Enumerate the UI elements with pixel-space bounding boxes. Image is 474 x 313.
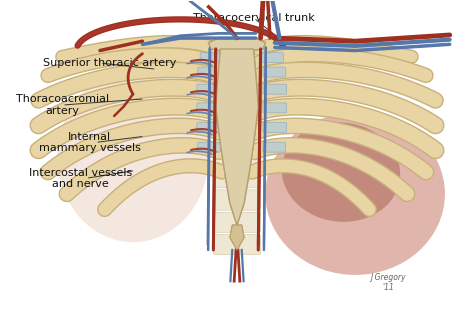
FancyBboxPatch shape — [213, 234, 261, 255]
FancyBboxPatch shape — [213, 79, 261, 99]
Polygon shape — [230, 225, 244, 250]
FancyBboxPatch shape — [263, 84, 287, 94]
FancyBboxPatch shape — [213, 190, 261, 210]
FancyBboxPatch shape — [213, 123, 261, 143]
Text: Thoracocervical trunk: Thoracocervical trunk — [192, 13, 314, 23]
Polygon shape — [209, 38, 265, 51]
FancyBboxPatch shape — [198, 142, 220, 152]
Text: Superior thoracic artery: Superior thoracic artery — [43, 58, 177, 68]
FancyBboxPatch shape — [263, 142, 286, 152]
FancyBboxPatch shape — [197, 103, 220, 113]
Polygon shape — [216, 49, 258, 225]
FancyBboxPatch shape — [200, 53, 222, 62]
FancyBboxPatch shape — [213, 168, 261, 188]
Text: Intercostal vessels
and nerve: Intercostal vessels and nerve — [29, 167, 132, 189]
Polygon shape — [216, 49, 258, 225]
FancyBboxPatch shape — [263, 103, 287, 113]
FancyBboxPatch shape — [198, 67, 220, 77]
FancyBboxPatch shape — [197, 122, 220, 132]
Text: Thoracoacromial
artery: Thoracoacromial artery — [16, 94, 109, 116]
Ellipse shape — [265, 113, 445, 275]
FancyBboxPatch shape — [197, 84, 220, 94]
Polygon shape — [209, 38, 265, 51]
Text: Internal
mammary vessels: Internal mammary vessels — [38, 132, 140, 153]
FancyBboxPatch shape — [263, 67, 286, 77]
FancyBboxPatch shape — [213, 212, 261, 232]
Ellipse shape — [57, 71, 209, 242]
FancyBboxPatch shape — [263, 122, 287, 132]
FancyBboxPatch shape — [213, 101, 261, 121]
FancyBboxPatch shape — [213, 145, 261, 166]
Text: J Gregory
'11: J Gregory '11 — [371, 273, 406, 292]
Polygon shape — [230, 225, 244, 250]
Ellipse shape — [282, 122, 400, 222]
FancyBboxPatch shape — [262, 53, 283, 62]
